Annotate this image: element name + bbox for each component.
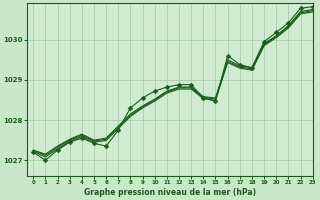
X-axis label: Graphe pression niveau de la mer (hPa): Graphe pression niveau de la mer (hPa) [84,188,256,197]
